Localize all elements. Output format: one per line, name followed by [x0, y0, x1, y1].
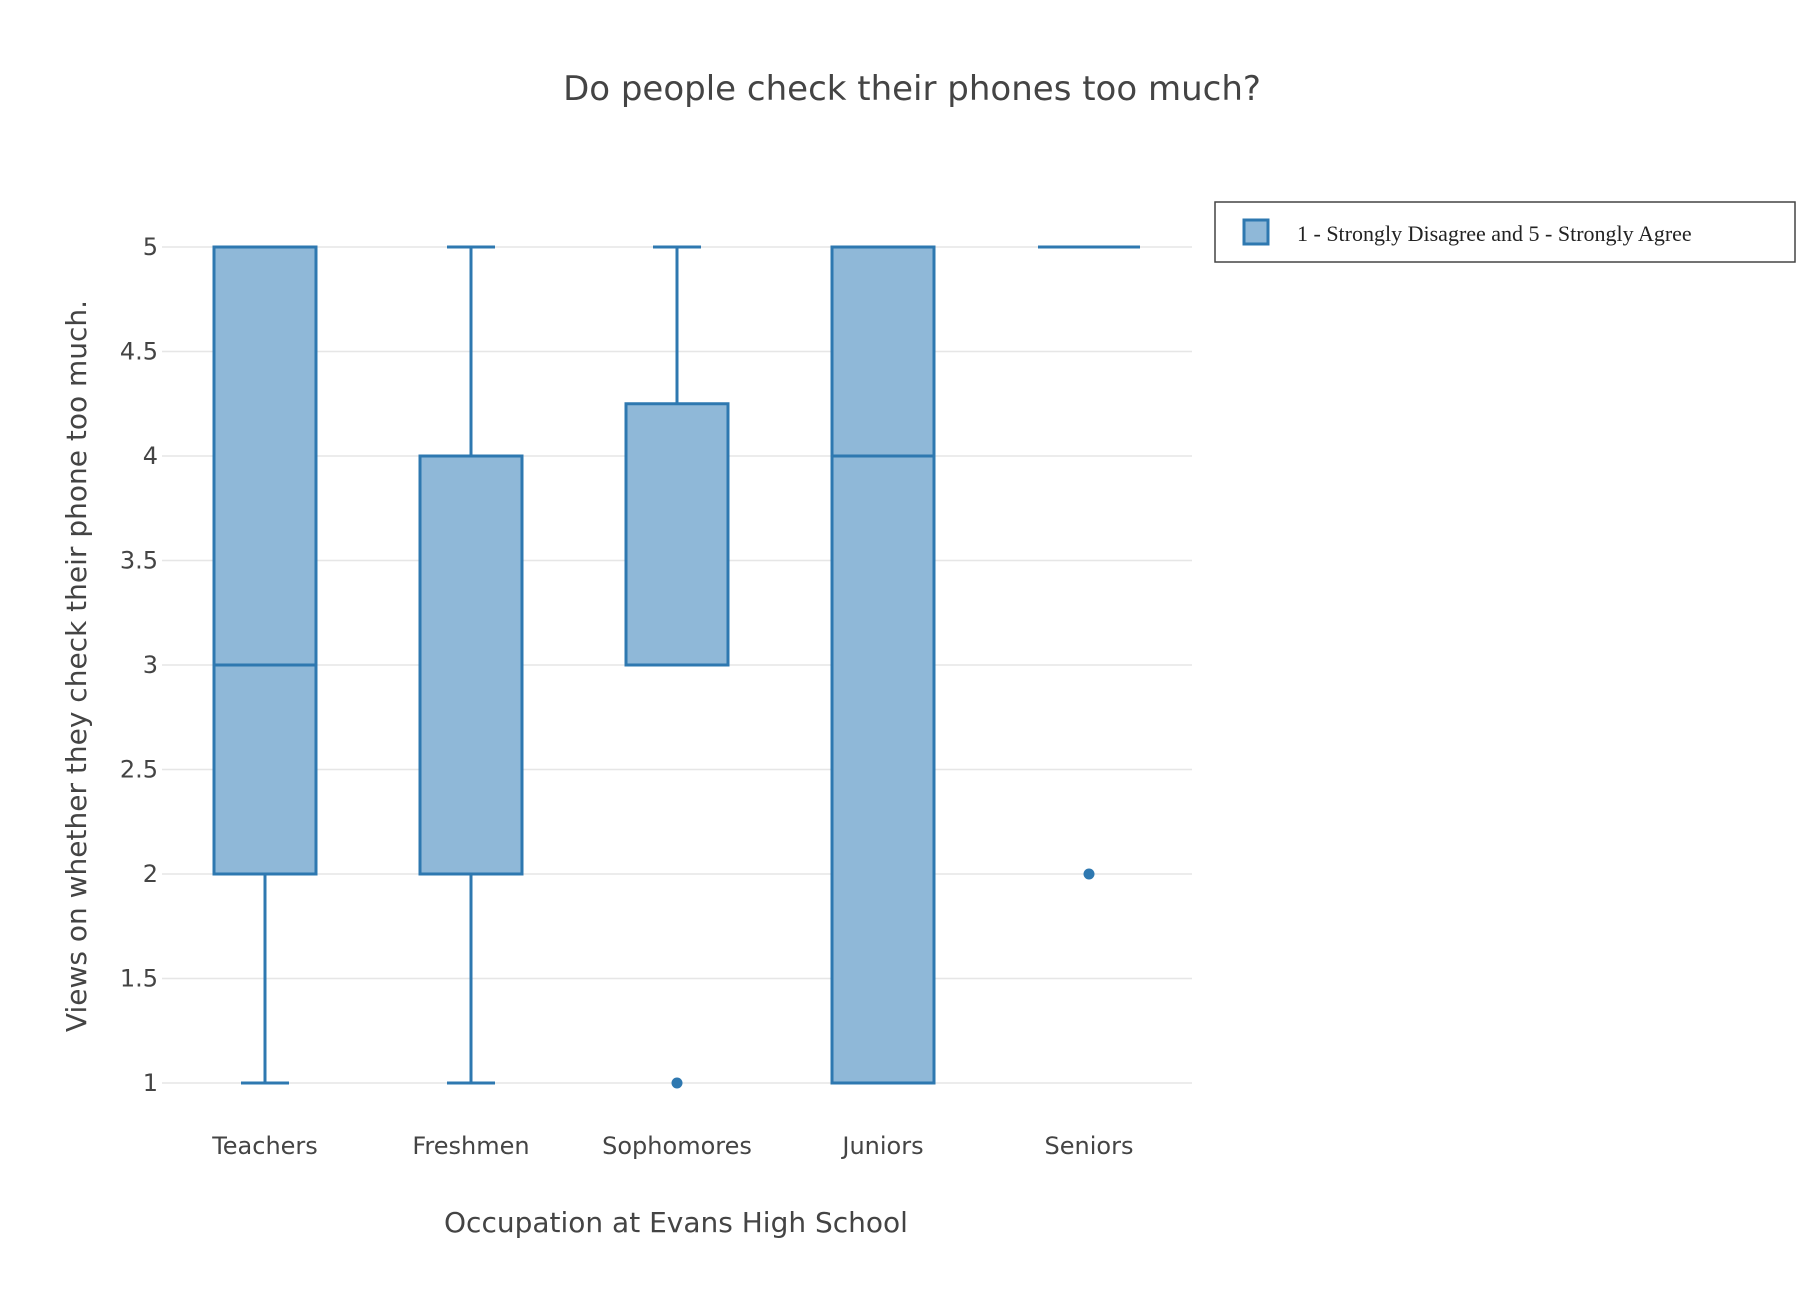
box-body [830, 245, 936, 1085]
x-axis-title: Occupation at Evans High School [444, 1206, 908, 1239]
y-axis-title: Views on whether they check their phone … [60, 300, 93, 1032]
legend-border [1214, 201, 1796, 263]
legend-swatch [1242, 218, 1270, 246]
x-axis-ticks: Teachers Freshmen Sophomores Juniors Seniors [211, 1132, 1133, 1160]
x-tick-label: Juniors [840, 1132, 923, 1160]
y-tick-label: 1 [143, 1069, 158, 1097]
outlier-point [671, 1077, 683, 1089]
x-tick-label: Seniors [1045, 1132, 1134, 1160]
chart-title: Do people check their phones too much? [563, 69, 1261, 109]
y-tick-label: 2 [143, 860, 158, 888]
box-body [624, 402, 730, 667]
box-teachers [212, 245, 318, 1085]
x-tick-label: Freshmen [412, 1132, 529, 1160]
outlier-point [1083, 868, 1095, 880]
y-tick-label: 4 [143, 442, 158, 470]
y-tick-label: 1.5 [120, 965, 158, 993]
y-tick-label: 3 [143, 651, 158, 679]
y-tick-label: 2.5 [120, 756, 158, 784]
box-seniors [1038, 245, 1140, 880]
box-body [212, 245, 318, 876]
box-body [418, 454, 524, 876]
box-sophomores [624, 245, 730, 1089]
box-juniors [830, 245, 936, 1085]
legend[interactable]: 1 - Strongly Disagree and 5 - Strongly A… [1214, 201, 1796, 263]
x-tick-label: Sophomores [602, 1132, 752, 1160]
y-tick-label: 4.5 [120, 338, 158, 366]
y-tick-label: 3.5 [120, 547, 158, 575]
boxes [212, 245, 1140, 1089]
x-tick-label: Teachers [211, 1132, 318, 1160]
y-axis-ticks: 1 1.5 2 2.5 3 3.5 4 4.5 5 [120, 233, 158, 1097]
legend-label: 1 - Strongly Disagree and 5 - Strongly A… [1297, 221, 1692, 246]
y-tick-label: 5 [143, 233, 158, 261]
box-freshmen [418, 245, 524, 1085]
